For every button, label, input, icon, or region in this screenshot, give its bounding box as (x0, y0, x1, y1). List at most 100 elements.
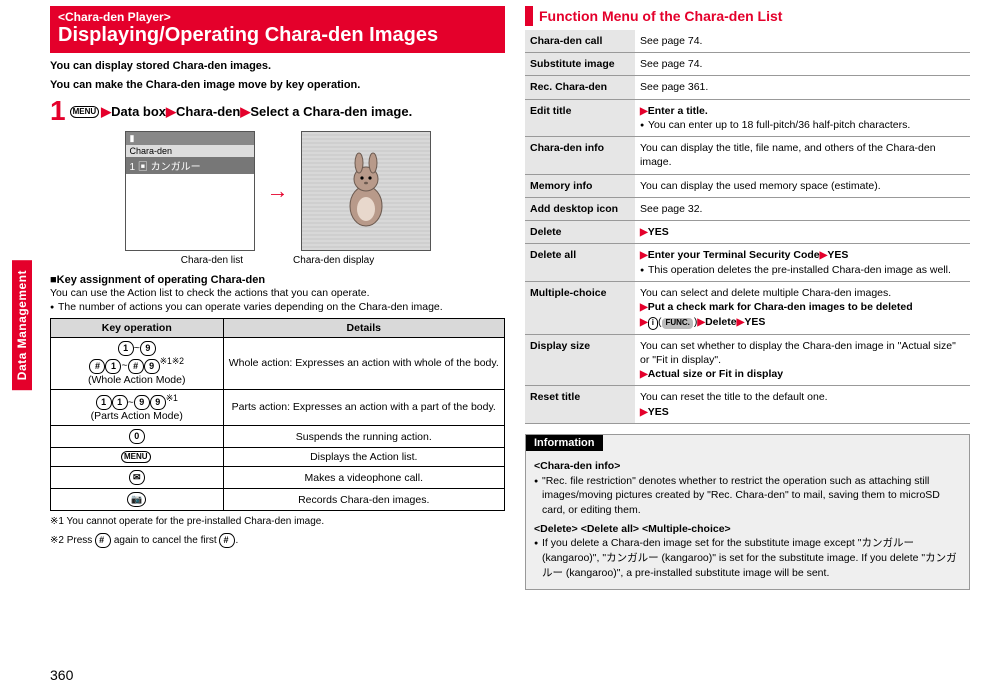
detail-cell: Suspends the running action. (223, 426, 504, 448)
table-row: 0 Suspends the running action. (51, 426, 505, 448)
table-row: 11~99※1 (Parts Action Mode) Parts action… (51, 389, 505, 426)
table-row: Substitute imageSee page 74. (525, 53, 970, 76)
intro-line-1: You can display stored Chara-den images. (50, 59, 505, 74)
th-key-operation: Key operation (51, 319, 224, 338)
function-menu-heading: Function Menu of the Chara-den List (525, 6, 970, 26)
table-row: 1~9 #1~#9※1※2 (Whole Action Mode) Whole … (51, 338, 505, 390)
page: <Chara-den Player> Displaying/Operating … (0, 0, 1004, 590)
footnote-2: ※2 Press # again to cancel the first #. (50, 533, 505, 548)
table-row: MENU Displays the Action list. (51, 448, 505, 467)
status-icon: ▮ (130, 133, 135, 144)
key-icon: 9 (144, 359, 160, 374)
left-column: <Chara-den Player> Displaying/Operating … (50, 6, 505, 590)
screenshots-row: ▮ Chara-den 1 ▣ カンガルー → (50, 131, 505, 251)
triangle-icon: ▶ (166, 104, 176, 119)
function-menu-table: Chara-den callSee page 74. Substitute im… (525, 30, 970, 424)
key-operation-table: Key operation Details 1~9 #1~#9※1※2 (Who… (50, 318, 505, 511)
info-section-1: <Chara-den info> (534, 459, 961, 474)
key-icon: 9 (150, 395, 166, 410)
table-row: Edit title ▶Enter a title. You can enter… (525, 99, 970, 137)
triangle-icon: ▶ (101, 104, 111, 119)
menu-key-icon: MENU (70, 106, 100, 118)
section-header: <Chara-den Player> Displaying/Operating … (50, 6, 505, 53)
info-text-2: If you delete a Chara-den image set for … (534, 536, 961, 580)
triangle-icon: ▶ (640, 317, 648, 328)
key-icon: # (95, 533, 111, 548)
i-key-icon: i (648, 317, 658, 330)
info-text-1: "Rec. file restriction" denotes whether … (534, 474, 961, 518)
info-section-2: <Delete> <Delete all> <Multiple-choice> (534, 522, 961, 537)
table-row: Rec. Chara-denSee page 361. (525, 76, 970, 99)
chara-den-display-screenshot (301, 131, 431, 251)
step-seg-2: Chara-den (176, 104, 240, 119)
triangle-icon: ▶ (640, 407, 648, 418)
key-icon: 1 (96, 395, 112, 410)
right-column: Function Menu of the Chara-den List Char… (525, 6, 970, 590)
table-row: Display size You can set whether to disp… (525, 334, 970, 386)
table-row: Reset title You can reset the title to t… (525, 386, 970, 424)
mode-label: (Whole Action Mode) (88, 374, 185, 386)
footnote-ref: ※1 (166, 393, 178, 403)
list-title: Chara-den (126, 145, 254, 157)
key-icon: # (128, 359, 144, 374)
key-icon: 1 (112, 395, 128, 410)
table-row: Chara-den callSee page 74. (525, 30, 970, 53)
triangle-icon: ▶ (640, 227, 648, 238)
side-tab: Data Management (12, 260, 32, 390)
key-icon: # (219, 533, 235, 548)
triangle-icon: ▶ (240, 104, 250, 119)
table-header-row: Key operation Details (51, 319, 505, 338)
table-row: Delete all ▶Enter your Terminal Security… (525, 244, 970, 282)
page-number: 360 (50, 667, 73, 683)
triangle-icon: ▶ (640, 369, 648, 380)
table-row: Multiple-choice You can select and delet… (525, 282, 970, 334)
caption-display: Chara-den display (293, 255, 374, 266)
camera-key-icon: 📷 (127, 492, 146, 507)
information-box: Information <Chara-den info> "Rec. file … (525, 434, 970, 590)
mail-key-icon: ✉ (129, 470, 145, 485)
table-row: Delete ▶YES (525, 220, 970, 244)
footnote-1: ※1 You cannot operate for the pre-instal… (50, 515, 505, 529)
key-icon: 9 (140, 341, 156, 356)
key-assignment-p1: You can use the Action list to check the… (50, 286, 505, 300)
table-row: Chara-den infoYou can display the title,… (525, 137, 970, 174)
information-title: Information (526, 435, 603, 451)
kangaroo-icon (336, 151, 396, 231)
step-seg-1: Data box (111, 104, 166, 119)
detail-cell: Displays the Action list. (223, 448, 504, 467)
table-row: Memory infoYou can display the used memo… (525, 174, 970, 197)
table-row: Add desktop iconSee page 32. (525, 197, 970, 220)
triangle-icon: ▶ (697, 317, 705, 328)
header-title: Displaying/Operating Chara-den Images (58, 24, 497, 47)
chara-den-list-screenshot: ▮ Chara-den 1 ▣ カンガルー (125, 131, 255, 251)
header-pre: <Chara-den Player> (58, 10, 497, 24)
detail-cell: Parts action: Expresses an action with a… (223, 389, 504, 426)
key-icon: 9 (134, 395, 150, 410)
key-assignment-heading: ■Key assignment of operating Chara-den (50, 274, 505, 286)
func-key-icon: FUNC. (662, 318, 692, 329)
step-body: MENU▶Data box▶Chara-den▶Select a Chara-d… (70, 97, 413, 121)
menu-key-icon: MENU (121, 451, 151, 463)
key-icon: # (89, 359, 105, 374)
step-number: 1 (50, 97, 66, 125)
arrow-icon: → (267, 178, 289, 204)
screenshot-captions: Chara-den list Chara-den display (50, 255, 505, 266)
th-details: Details (223, 319, 504, 338)
intro-line-2: You can make the Chara-den image move by… (50, 78, 505, 93)
triangle-icon: ▶ (640, 106, 648, 117)
list-item: 1 ▣ カンガルー (126, 157, 254, 174)
key-icon: 1 (105, 359, 121, 374)
detail-cell: Records Chara-den images. (223, 489, 504, 511)
detail-cell: Whole action: Expresses an action with w… (223, 338, 504, 390)
key-icon: 0 (129, 429, 145, 444)
triangle-icon: ▶ (640, 250, 648, 261)
caption-list: Chara-den list (181, 255, 243, 266)
footnote-ref: ※1※2 (160, 356, 184, 366)
mode-label: (Parts Action Mode) (91, 410, 183, 422)
key-icon: 1 (118, 341, 134, 356)
triangle-icon: ▶ (640, 302, 648, 313)
detail-cell: Makes a videophone call. (223, 467, 504, 489)
key-assignment-p2: The number of actions you can operate va… (50, 300, 505, 314)
step-seg-3: Select a Chara-den image. (250, 104, 412, 119)
table-row: ✉ Makes a videophone call. (51, 467, 505, 489)
